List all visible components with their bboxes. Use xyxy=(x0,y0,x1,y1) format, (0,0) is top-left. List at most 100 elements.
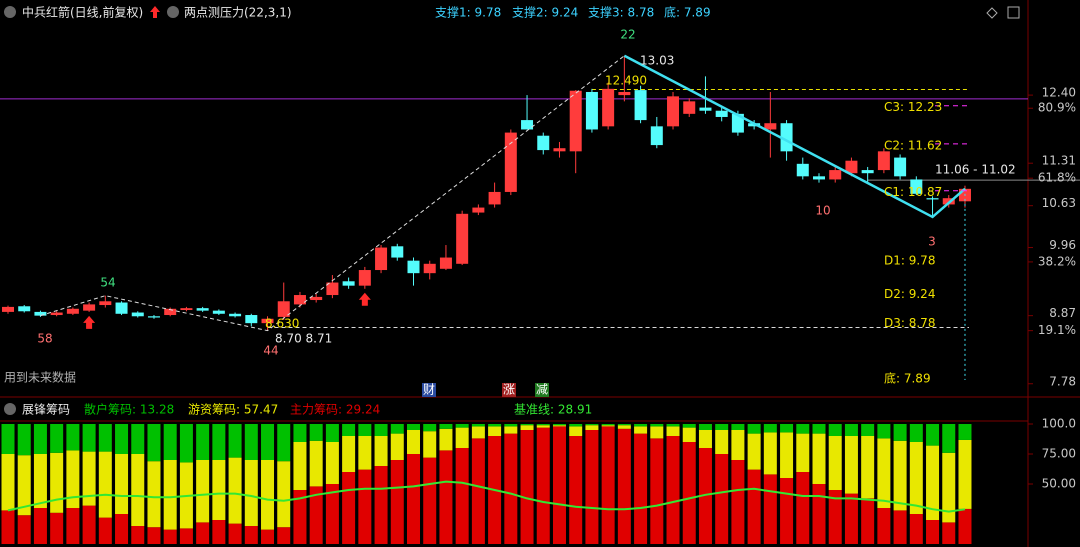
stack-segment xyxy=(893,424,907,441)
stack-segment xyxy=(650,424,664,427)
event-marker-bg[interactable] xyxy=(502,383,516,397)
stack-segment xyxy=(82,451,96,506)
stack-segment xyxy=(763,474,777,544)
candle-body xyxy=(423,263,436,274)
event-marker[interactable]: 财 xyxy=(423,383,435,397)
stack-segment xyxy=(17,455,31,516)
stack-segment xyxy=(244,460,258,526)
stack-segment xyxy=(715,430,729,454)
stack-segment xyxy=(471,424,485,427)
stack-segment xyxy=(942,452,956,523)
candle-body xyxy=(180,308,193,311)
y-tick-label: 75.00 xyxy=(1042,447,1076,461)
stack-segment xyxy=(569,424,583,427)
arrow-icon xyxy=(150,6,160,18)
stack-segment xyxy=(617,425,631,429)
note: 用到未来数据 xyxy=(4,370,76,385)
stack-segment xyxy=(942,424,956,453)
stack-segment xyxy=(731,430,745,460)
y-tick-label: 7.78 xyxy=(1049,374,1076,388)
menu-icon[interactable] xyxy=(4,403,16,415)
window-button[interactable] xyxy=(1007,6,1020,19)
stack-segment xyxy=(585,430,599,544)
candle-body xyxy=(634,90,647,121)
y-tick-label: 10.63 xyxy=(1042,196,1076,210)
level-label: D2: 9.24 xyxy=(884,287,935,301)
stack-segment xyxy=(66,508,80,544)
candle-body xyxy=(407,260,420,274)
y-tick-label: 8.87 xyxy=(1049,306,1076,320)
stack-segment xyxy=(682,427,696,442)
stack-segment xyxy=(844,436,858,494)
event-marker-bg[interactable] xyxy=(422,383,436,397)
stack-segment xyxy=(98,451,112,518)
stack-segment xyxy=(439,424,453,429)
stack-segment xyxy=(893,510,907,544)
stack-segment xyxy=(309,440,323,487)
y-tick-label: 12.40 xyxy=(1042,86,1076,100)
stack-segment xyxy=(958,424,972,440)
stack-segment xyxy=(342,424,356,436)
legend-entry: 散户筹码: 13.28 xyxy=(84,402,174,417)
stack-segment xyxy=(163,529,177,544)
annotation: 12.490 xyxy=(605,74,647,88)
buy-arrow xyxy=(83,315,96,329)
stack-segment xyxy=(698,424,712,430)
stack-segment xyxy=(796,424,810,434)
stack-segment xyxy=(861,436,875,499)
candle-body xyxy=(261,318,274,324)
stack-segment xyxy=(520,424,534,426)
stack-segment xyxy=(552,425,566,427)
stack-segment xyxy=(601,424,615,426)
stack-segment xyxy=(358,424,372,436)
annotation: 3 xyxy=(928,235,936,249)
candle-body xyxy=(602,88,615,127)
candle-body xyxy=(521,120,534,130)
level-label: C2: 11.62 xyxy=(884,138,942,152)
legend-entry: 基准线: 28.91 xyxy=(514,403,592,417)
diamond-button[interactable] xyxy=(986,7,998,19)
candle-body xyxy=(293,295,306,305)
stack-segment xyxy=(504,424,518,427)
candle-body xyxy=(18,306,31,312)
stack-segment xyxy=(325,484,339,544)
legend-entry: 主力筹码: 29.24 xyxy=(290,403,380,417)
candle-body xyxy=(164,308,177,316)
stack-segment xyxy=(147,424,161,462)
y-tick-label: 11.31 xyxy=(1042,154,1076,168)
annotation: 11.06 - 11.02 xyxy=(935,163,1016,177)
stack-segment xyxy=(342,472,356,544)
stack-segment xyxy=(309,486,323,544)
stack-segment xyxy=(552,424,566,426)
candle-body xyxy=(277,301,290,317)
stack-segment xyxy=(66,450,80,508)
candle-body xyxy=(585,91,598,130)
stack-segment xyxy=(244,526,258,544)
event-marker-bg[interactable] xyxy=(535,383,549,397)
stack-segment xyxy=(212,520,226,544)
candle-body xyxy=(115,302,128,314)
stack-segment xyxy=(293,424,307,442)
stack-segment xyxy=(780,432,794,478)
candle-body xyxy=(650,126,663,146)
event-marker[interactable]: 涨 xyxy=(503,382,515,397)
stack-segment xyxy=(942,522,956,544)
stack-segment xyxy=(569,436,583,544)
stack-segment xyxy=(893,440,907,511)
candle-body xyxy=(537,135,550,151)
stack-segment xyxy=(650,426,664,439)
y-tick-label: 100.0 xyxy=(1042,417,1076,431)
menu-icon[interactable] xyxy=(4,6,16,18)
stack-segment xyxy=(666,436,680,544)
stack-segment xyxy=(617,428,631,544)
candle-body xyxy=(699,107,712,111)
stack-segment xyxy=(17,515,31,544)
stack-segment xyxy=(666,424,680,427)
event-marker[interactable]: 减 xyxy=(536,383,548,397)
stack-segment xyxy=(33,508,47,544)
stack-segment xyxy=(877,438,891,508)
stack-segment xyxy=(634,424,648,427)
stack-segment xyxy=(861,498,875,544)
menu-icon[interactable] xyxy=(167,6,179,18)
